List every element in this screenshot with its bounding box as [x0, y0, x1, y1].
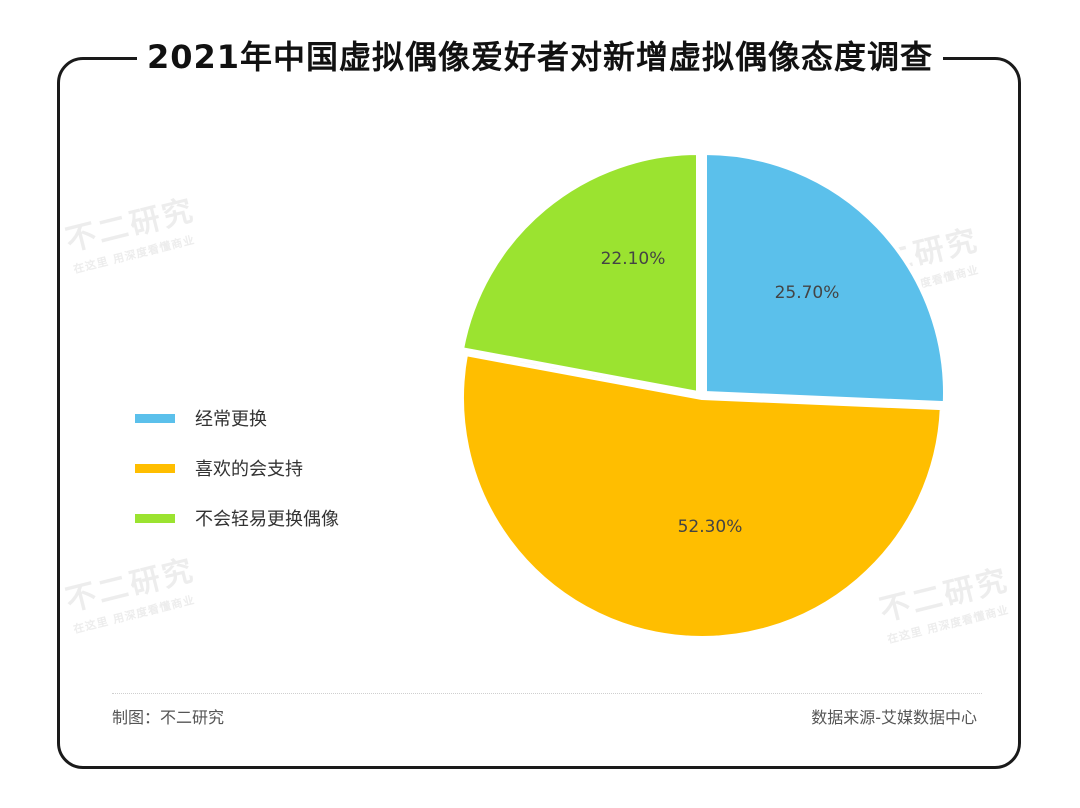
pie-slice-label: 52.30%	[678, 517, 743, 537]
pie-slice	[460, 352, 944, 640]
legend-item: 不会轻易更换偶像	[135, 505, 339, 531]
footer-credit: 制图：不二研究	[112, 708, 225, 727]
legend-label: 经常更换	[195, 409, 267, 430]
legend-label: 喜欢的会支持	[195, 459, 303, 480]
legend-swatch	[135, 513, 175, 523]
legend-swatch	[135, 463, 175, 473]
legend-swatch	[135, 413, 175, 423]
chart-title-wrap: 2021年中国虚拟偶像爱好者对新增虚拟偶像态度调查	[0, 34, 1080, 80]
legend-item: 喜欢的会支持	[135, 455, 339, 481]
pie-slice-label: 22.10%	[601, 249, 666, 269]
footer-source: 数据来源-艾媒数据中心	[811, 708, 977, 727]
footer-divider	[112, 693, 982, 694]
legend-label: 不会轻易更换偶像	[195, 509, 339, 530]
pie-slice-label: 25.70%	[775, 283, 840, 303]
pie-slice	[460, 151, 700, 395]
legend-item: 经常更换	[135, 405, 339, 431]
chart-title: 2021年中国虚拟偶像爱好者对新增虚拟偶像态度调查	[136, 34, 944, 80]
pie-slice	[703, 151, 947, 406]
legend: 经常更换 喜欢的会支持 不会轻易更换偶像	[135, 405, 339, 555]
